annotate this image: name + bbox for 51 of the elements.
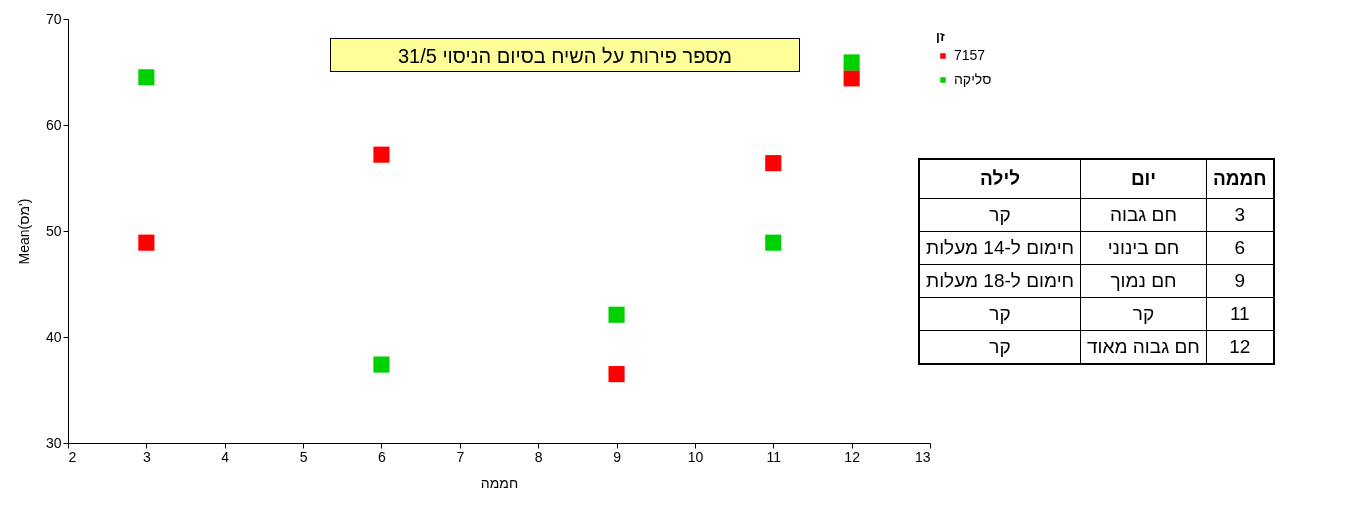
point [765, 155, 782, 172]
x-tick-label: 7 [456, 448, 465, 465]
y-tick-label: 60 [45, 116, 62, 133]
x-tick-label: 6 [378, 448, 387, 465]
y-tick-label: 40 [45, 328, 62, 345]
point [373, 146, 390, 163]
x-tick-label: 9 [613, 448, 622, 465]
x-tick-label: 11 [766, 448, 782, 465]
text: קר [919, 297, 1081, 331]
point [138, 234, 155, 251]
text: 3 [1206, 198, 1274, 232]
annotation: חימום ל-18 מעלות [919, 264, 1081, 298]
legend-title: זן [936, 29, 945, 44]
y-tick-label: 50 [45, 222, 62, 239]
x-tick-label: 8 [534, 448, 543, 465]
text: קר [1080, 297, 1207, 331]
text: 12 [1206, 330, 1274, 364]
x-tick-label: 13 [914, 448, 931, 465]
point [843, 54, 860, 71]
category-label: יום [1080, 159, 1207, 199]
x-tick-label: 4 [221, 448, 230, 465]
x-tick-label: 5 [299, 448, 308, 465]
text: חם גבוה [1080, 198, 1207, 232]
y-tick-label: 30 [45, 434, 62, 451]
text: חם גבוה מאוד [1080, 330, 1207, 364]
point [138, 69, 155, 86]
point [765, 234, 782, 251]
y-tick-label: 70 [45, 10, 62, 27]
text: 11 [1206, 297, 1274, 331]
text: חם נמוך [1080, 264, 1207, 298]
x-tick-label: 3 [142, 448, 151, 465]
text: 9 [1206, 264, 1274, 298]
point [608, 366, 625, 383]
x-tick-label: 2 [68, 448, 77, 465]
x-tick-label: 12 [844, 448, 861, 465]
category-label: לילה [919, 159, 1081, 199]
text: קר [919, 198, 1081, 232]
point [843, 70, 860, 87]
y-axis-title: Mean(מס') [15, 198, 32, 265]
text: חם בינוני [1080, 231, 1207, 265]
legend-label: סליקה [954, 71, 992, 87]
point [608, 306, 625, 323]
x-tick-label: 10 [687, 448, 704, 465]
legend-label: 7157 [954, 47, 986, 63]
title-box: מספר פירות על השיח בסיום הניסוי 31/5 [330, 38, 800, 72]
point [373, 356, 390, 373]
x-axis-title: חממה [480, 474, 519, 491]
text: קר [919, 330, 1081, 364]
category-label: חממה [1206, 159, 1274, 199]
text: 6 [1206, 231, 1274, 265]
annotation: חימום ל-14 מעלות [919, 231, 1081, 265]
